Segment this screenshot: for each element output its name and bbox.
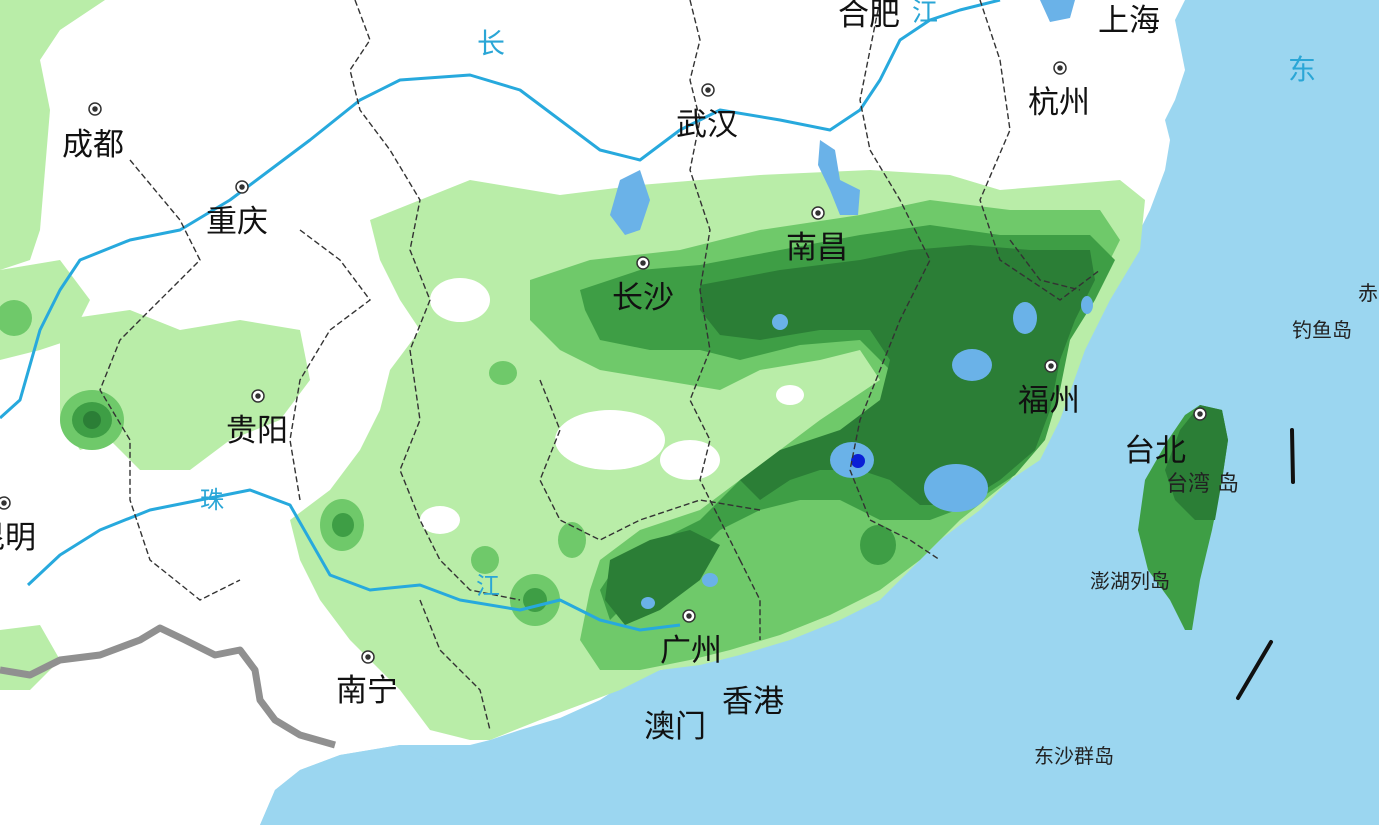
city-label-fuzhou: 福州 <box>1018 383 1080 419</box>
city-marker-chongqing <box>235 180 249 194</box>
city-marker-chengdu <box>88 102 102 116</box>
river-label-zhu: 珠 <box>200 486 224 514</box>
city-marker-fuzhou <box>1044 359 1058 373</box>
city-label-xianggang: 香港 <box>722 684 784 720</box>
city-label-hefei: 合肥 <box>838 0 900 33</box>
city-marker-guangzhou <box>682 609 696 623</box>
sea-label-dong: 东 <box>1288 53 1317 86</box>
city-label-chengdu: 成都 <box>62 127 124 163</box>
city-label-hangzhou: 杭州 <box>1028 85 1090 121</box>
pearl-river <box>26 488 681 632</box>
island-label-dongsha: 东沙群岛 <box>1034 744 1114 768</box>
city-label-shanghai: 上海 <box>1098 3 1160 39</box>
rain-extreme-spot <box>851 454 865 468</box>
city-marker-taibei <box>1193 407 1207 421</box>
taiwan-north-heavy <box>1165 405 1228 520</box>
sea-gulf <box>260 745 495 825</box>
river-label-chang: 长 <box>477 27 506 60</box>
national-border <box>0 624 336 749</box>
city-marker-changsha <box>636 256 650 270</box>
city-marker-wuhan <box>701 83 715 97</box>
provincial-borders <box>99 0 1101 731</box>
city-label-changsha: 长沙 <box>612 280 674 316</box>
city-marker-hangzhou <box>1053 61 1067 75</box>
rain-very-heavy-layer <box>83 245 1095 625</box>
city-label-aomen: 澳门 <box>644 709 706 745</box>
river-label-jiang-pearl: 江 <box>476 572 500 600</box>
city-label-guiyang: 贵阳 <box>226 413 288 449</box>
city-label-guangzhou: 广州 <box>660 633 722 669</box>
nine-dash-line <box>1236 428 1295 700</box>
city-label-wuhan: 武汉 <box>676 107 738 143</box>
dry-patches <box>420 278 804 534</box>
rivers <box>0 0 1001 632</box>
sea-area <box>260 0 1379 825</box>
island-label-chiwei: 赤 <box>1358 281 1378 305</box>
city-label-nanchang: 南昌 <box>786 230 848 266</box>
island-label-taiwan: 台湾 岛 <box>1166 472 1239 497</box>
city-marker-guiyang <box>251 389 265 403</box>
city-marker-nanchang <box>811 206 825 220</box>
city-label-nanning: 南宁 <box>336 673 398 709</box>
island-label-penghu: 澎湖列岛 <box>1090 569 1170 593</box>
city-marker-kunming <box>0 496 11 510</box>
city-markers <box>0 61 1207 664</box>
island-label-diaoyu: 钓鱼岛 <box>1292 318 1352 342</box>
city-marker-nanning <box>361 650 375 664</box>
city-label-taibei: 台北 <box>1124 433 1186 469</box>
yangtze-river <box>0 0 1001 420</box>
lakes <box>610 0 1075 235</box>
river-label-jiang-yangtze: 江 <box>912 0 939 28</box>
city-label-chongqing: 重庆 <box>206 204 268 240</box>
city-label-kunming: 昆明 <box>0 520 36 556</box>
